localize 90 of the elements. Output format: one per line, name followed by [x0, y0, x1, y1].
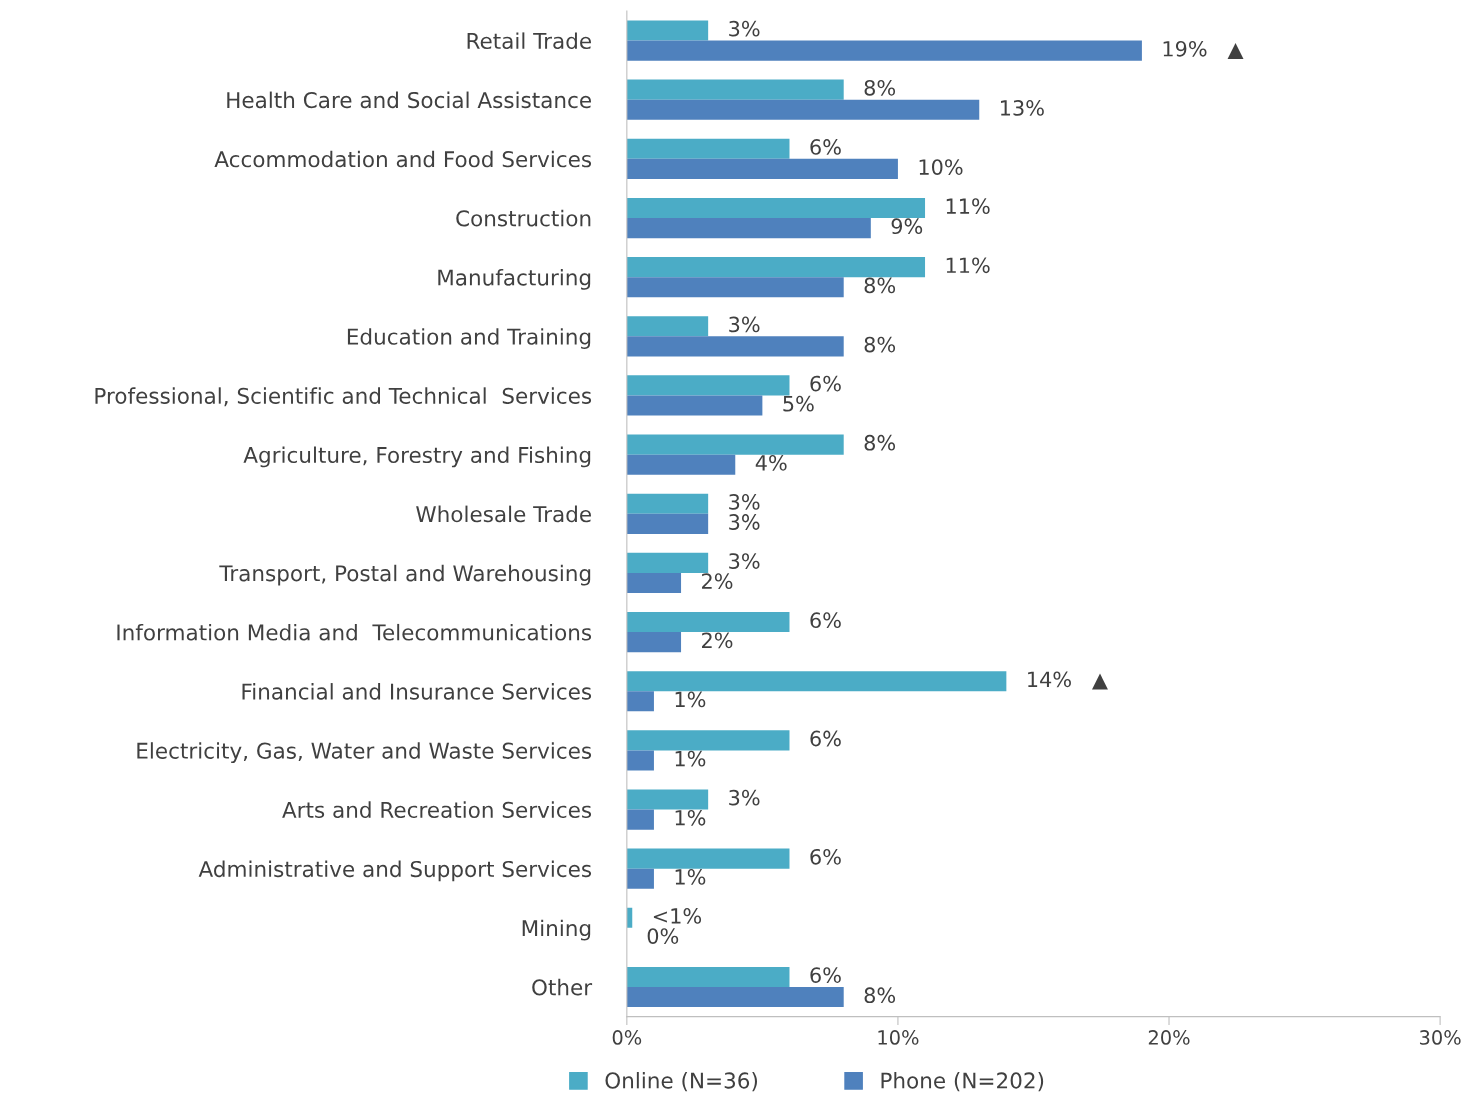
- y-tick-label: Administrative and Support Services: [198, 860, 592, 882]
- bar: [626, 158, 898, 179]
- x-tick-label: 10%: [878, 1030, 919, 1045]
- data-label: 3%: [729, 789, 760, 806]
- bar: [626, 40, 1142, 61]
- bar: [626, 789, 709, 810]
- data-label: 8%: [864, 277, 896, 294]
- data-label: 1%: [675, 691, 706, 708]
- bar: [626, 336, 844, 357]
- y-tick-label: Manufacturing: [438, 269, 591, 290]
- x-tick-label: 30%: [1419, 1030, 1461, 1045]
- y-tick-label: Agriculture, Forestry and Fishing: [243, 446, 591, 468]
- bar: [626, 20, 709, 41]
- y-tick-label: Accommodation and Food Services: [214, 150, 592, 168]
- data-label: 3%: [729, 316, 760, 333]
- bar: [626, 632, 682, 653]
- bar: [626, 809, 654, 830]
- data-label: 3%: [729, 20, 760, 37]
- bar: [626, 395, 763, 416]
- y-tick-label: Transport, Postal and Warehousing: [219, 564, 591, 586]
- data-label: 2%: [702, 632, 733, 649]
- bar: [626, 218, 871, 239]
- data-label: 11%: [946, 257, 990, 274]
- bar: [626, 79, 844, 100]
- bar: [626, 277, 844, 298]
- bar: [626, 848, 790, 869]
- bar: [626, 691, 654, 712]
- data-label: 2%: [702, 573, 733, 590]
- bar: [626, 493, 709, 514]
- bar: [626, 552, 709, 573]
- y-tick-label: Other: [532, 978, 593, 996]
- data-label: 8%: [864, 987, 896, 1004]
- bar: [626, 987, 844, 1008]
- y-tick-label: Electricity, Gas, Water and Waste Services: [137, 742, 592, 764]
- bar: [626, 316, 709, 337]
- bar: [626, 99, 980, 120]
- y-tick-label: Wholesale Trade: [416, 505, 591, 523]
- data-label: 8%: [864, 336, 896, 353]
- data-label: 14% ▲: [1028, 671, 1108, 690]
- y-tick-label: Health Care and Social Assistance: [227, 91, 591, 109]
- x-tick-label: 20%: [1148, 1030, 1190, 1045]
- bar: [626, 257, 926, 278]
- data-label: 3%: [729, 494, 760, 510]
- data-label: 4%: [755, 454, 787, 471]
- y-tick-label: Financial and Insurance Services: [242, 683, 592, 700]
- bar: [626, 907, 633, 928]
- bar: [626, 434, 844, 455]
- data-label: 19% ▲: [1163, 40, 1244, 59]
- data-label: 6%: [810, 730, 841, 747]
- data-label: <1%: [653, 908, 702, 924]
- data-label: 6%: [810, 967, 841, 983]
- data-label: 10%: [919, 159, 963, 175]
- data-label: 6%: [810, 375, 841, 392]
- data-label: 1%: [675, 750, 706, 767]
- data-label: 3%: [729, 514, 760, 530]
- legend-label: Phone (N=202): [881, 1071, 1044, 1092]
- y-tick-label: Information Media and Telecommunications: [117, 623, 592, 641]
- data-label: 8%: [864, 79, 896, 96]
- bar: [626, 671, 1007, 692]
- data-label: 1%: [675, 869, 706, 885]
- bar: [626, 750, 654, 771]
- bar: [626, 966, 790, 987]
- data-label: 8%: [864, 434, 896, 451]
- y-tick-label: Retail Trade: [467, 32, 591, 50]
- data-label: 6%: [810, 848, 841, 865]
- bar: [626, 513, 709, 534]
- data-label: 6%: [810, 139, 841, 155]
- bar: [626, 730, 790, 751]
- data-label: 11%: [946, 198, 990, 215]
- bar: [626, 611, 790, 633]
- data-label: 13%: [1000, 100, 1044, 116]
- data-label: 0%: [647, 928, 679, 944]
- bar: [626, 375, 790, 396]
- data-label: 3%: [729, 553, 760, 569]
- legend-label: Online (N=36): [605, 1071, 758, 1092]
- data-label: 1%: [675, 809, 706, 826]
- y-tick-label: Arts and Recreation Services: [282, 801, 592, 819]
- y-tick-label: Professional, Scientific and Technical Services: [95, 387, 592, 407]
- bar: [626, 868, 654, 889]
- bar: [626, 197, 926, 219]
- bar: [626, 454, 736, 475]
- x-tick-label: 0%: [612, 1030, 642, 1045]
- data-label: 9%: [891, 218, 923, 235]
- bar: [626, 572, 682, 594]
- y-tick-label: Construction: [456, 209, 591, 227]
- data-label: 6%: [810, 612, 841, 629]
- bar: [626, 138, 790, 159]
- y-tick-label: Education and Training: [347, 328, 591, 349]
- y-tick-label: Mining: [522, 919, 591, 941]
- data-label: 5%: [783, 395, 814, 412]
